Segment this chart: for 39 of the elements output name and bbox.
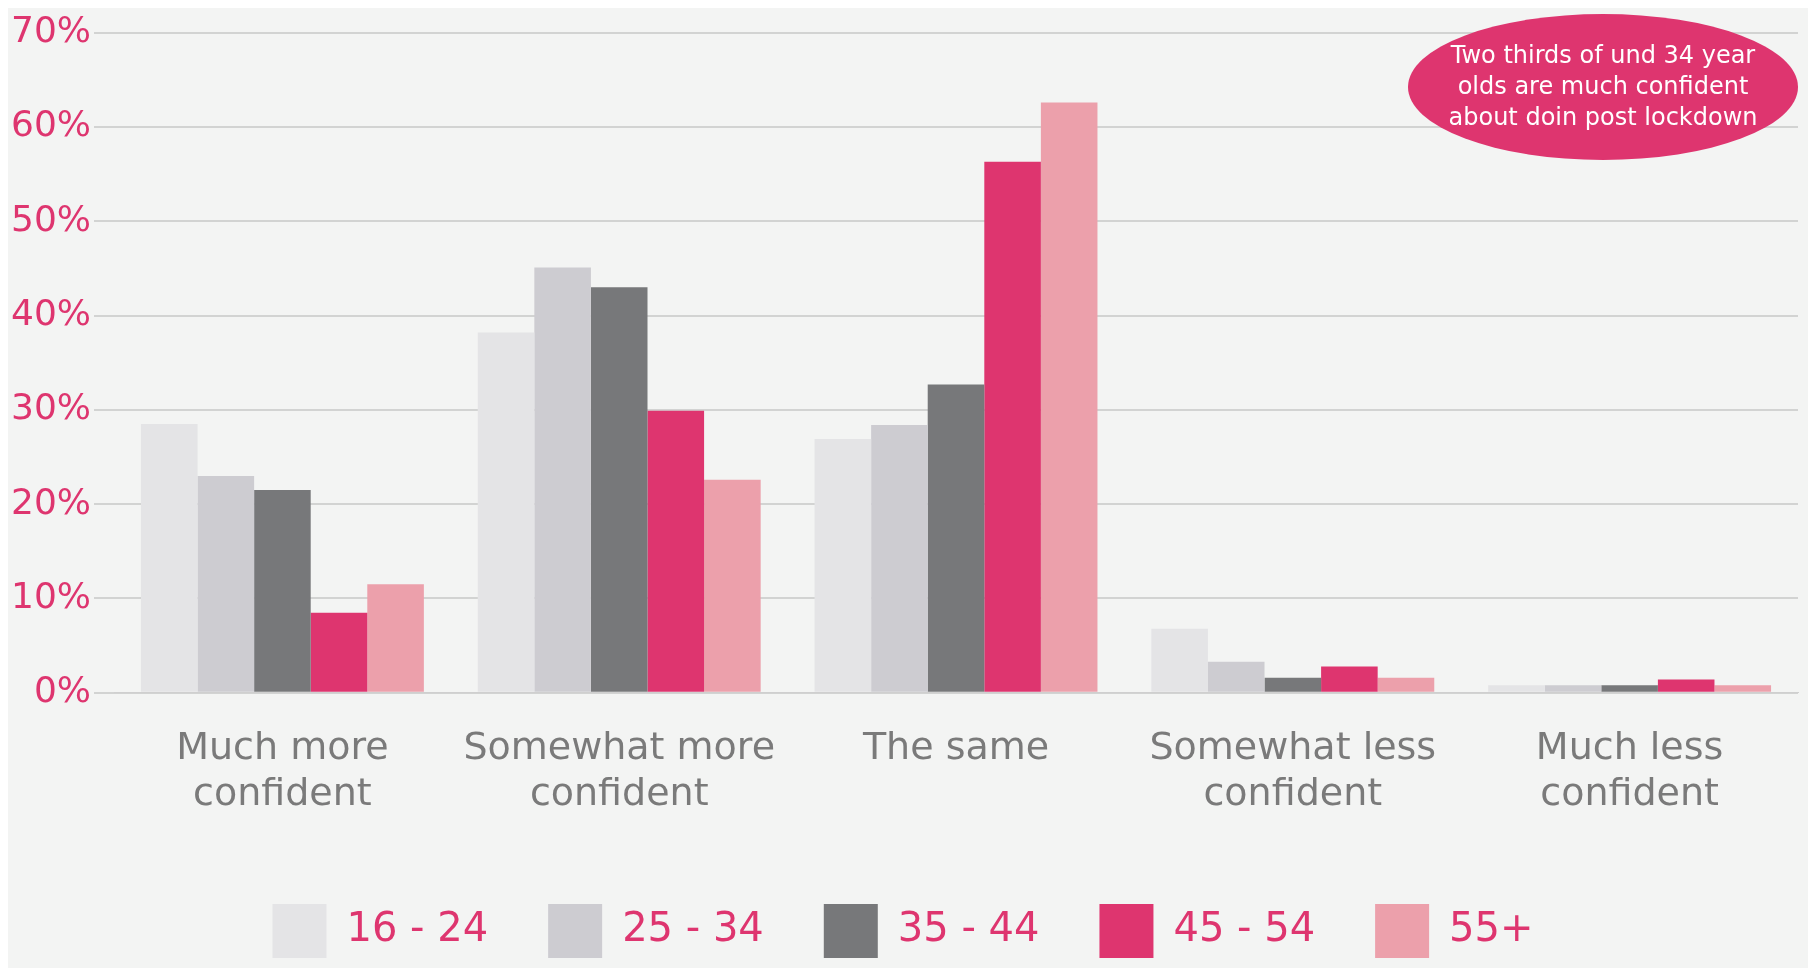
bar	[477, 332, 535, 692]
y-tick-label: 20%	[11, 480, 92, 522]
legend-label: 45 - 54	[1173, 904, 1316, 951]
bar	[254, 490, 311, 692]
bar	[814, 439, 872, 692]
legend-label: 35 - 44	[897, 904, 1040, 951]
bar	[984, 161, 1041, 692]
bar	[140, 424, 198, 692]
y-tick-label: 10%	[11, 574, 92, 616]
annotation: Two thirds of und 34 year olds are much confident about doin post lockdown	[1447, 40, 1759, 134]
bar	[1714, 685, 1772, 692]
bar	[1264, 677, 1322, 692]
y-tick-label: 0%	[33, 669, 92, 711]
bar	[1321, 666, 1378, 692]
bar	[310, 612, 368, 692]
bar	[1657, 679, 1715, 692]
legend-label: 55+	[1449, 904, 1534, 951]
x-tick-label: The same	[861, 724, 1050, 769]
x-tick-label: Much less confident	[1535, 724, 1724, 815]
bar	[1601, 685, 1658, 692]
bar	[1040, 102, 1098, 692]
bar	[367, 584, 424, 692]
y-tick-label: 60%	[11, 103, 92, 145]
bar	[1151, 628, 1208, 692]
bar	[927, 384, 985, 692]
bar	[1488, 685, 1545, 692]
x-tick-label: Somewhat less confident	[1149, 724, 1437, 815]
y-tick-label: 30%	[11, 386, 92, 428]
legend-label: 16 - 24	[346, 904, 489, 951]
x-tick-label: Much more confident	[176, 724, 389, 815]
y-tick-label: 70%	[11, 8, 92, 50]
bar	[590, 287, 648, 692]
bar	[647, 410, 705, 692]
y-tick-label: 40%	[11, 291, 92, 333]
bar	[1377, 677, 1435, 692]
bar	[704, 479, 761, 692]
x-tick-label: Somewhat more confident	[463, 724, 776, 815]
y-tick-label: 50%	[11, 197, 92, 239]
legend-label: 25 - 34	[622, 904, 764, 951]
